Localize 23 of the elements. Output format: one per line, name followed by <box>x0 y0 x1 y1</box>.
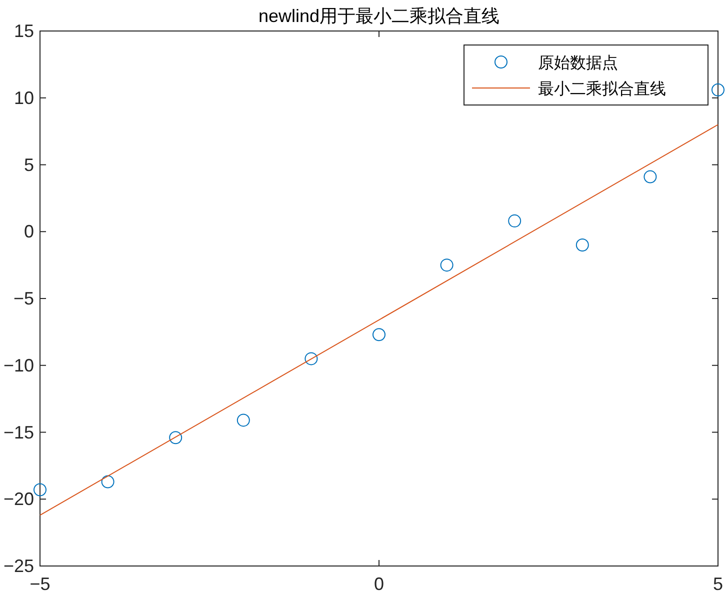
point <box>576 238 589 252</box>
point <box>644 170 657 184</box>
y-tick-label: 5 <box>24 154 34 175</box>
chart-title: newlind用于最小二乘拟合直线 <box>258 6 500 26</box>
x-tick-label: 0 <box>374 574 384 594</box>
y-tick-label: 15 <box>14 21 34 41</box>
y-tick-label: −25 <box>3 556 34 576</box>
point <box>34 483 46 496</box>
point <box>101 475 114 488</box>
point <box>236 414 250 427</box>
y-tick-label: 0 <box>24 222 34 242</box>
point <box>372 328 386 342</box>
x-tick-label: 5 <box>712 574 724 594</box>
y-tick-label: −20 <box>3 489 34 510</box>
y-tick-label: −15 <box>3 422 34 442</box>
point <box>508 214 522 228</box>
y-tick-label: 10 <box>14 88 34 108</box>
y-tick-label: −5 <box>13 288 34 308</box>
legend-label: 原始数据点 <box>538 54 618 72</box>
y-tick-label: −10 <box>3 355 34 376</box>
legend-label: 最小二乘拟合直线 <box>538 80 666 98</box>
point <box>440 258 454 272</box>
point <box>712 83 724 96</box>
